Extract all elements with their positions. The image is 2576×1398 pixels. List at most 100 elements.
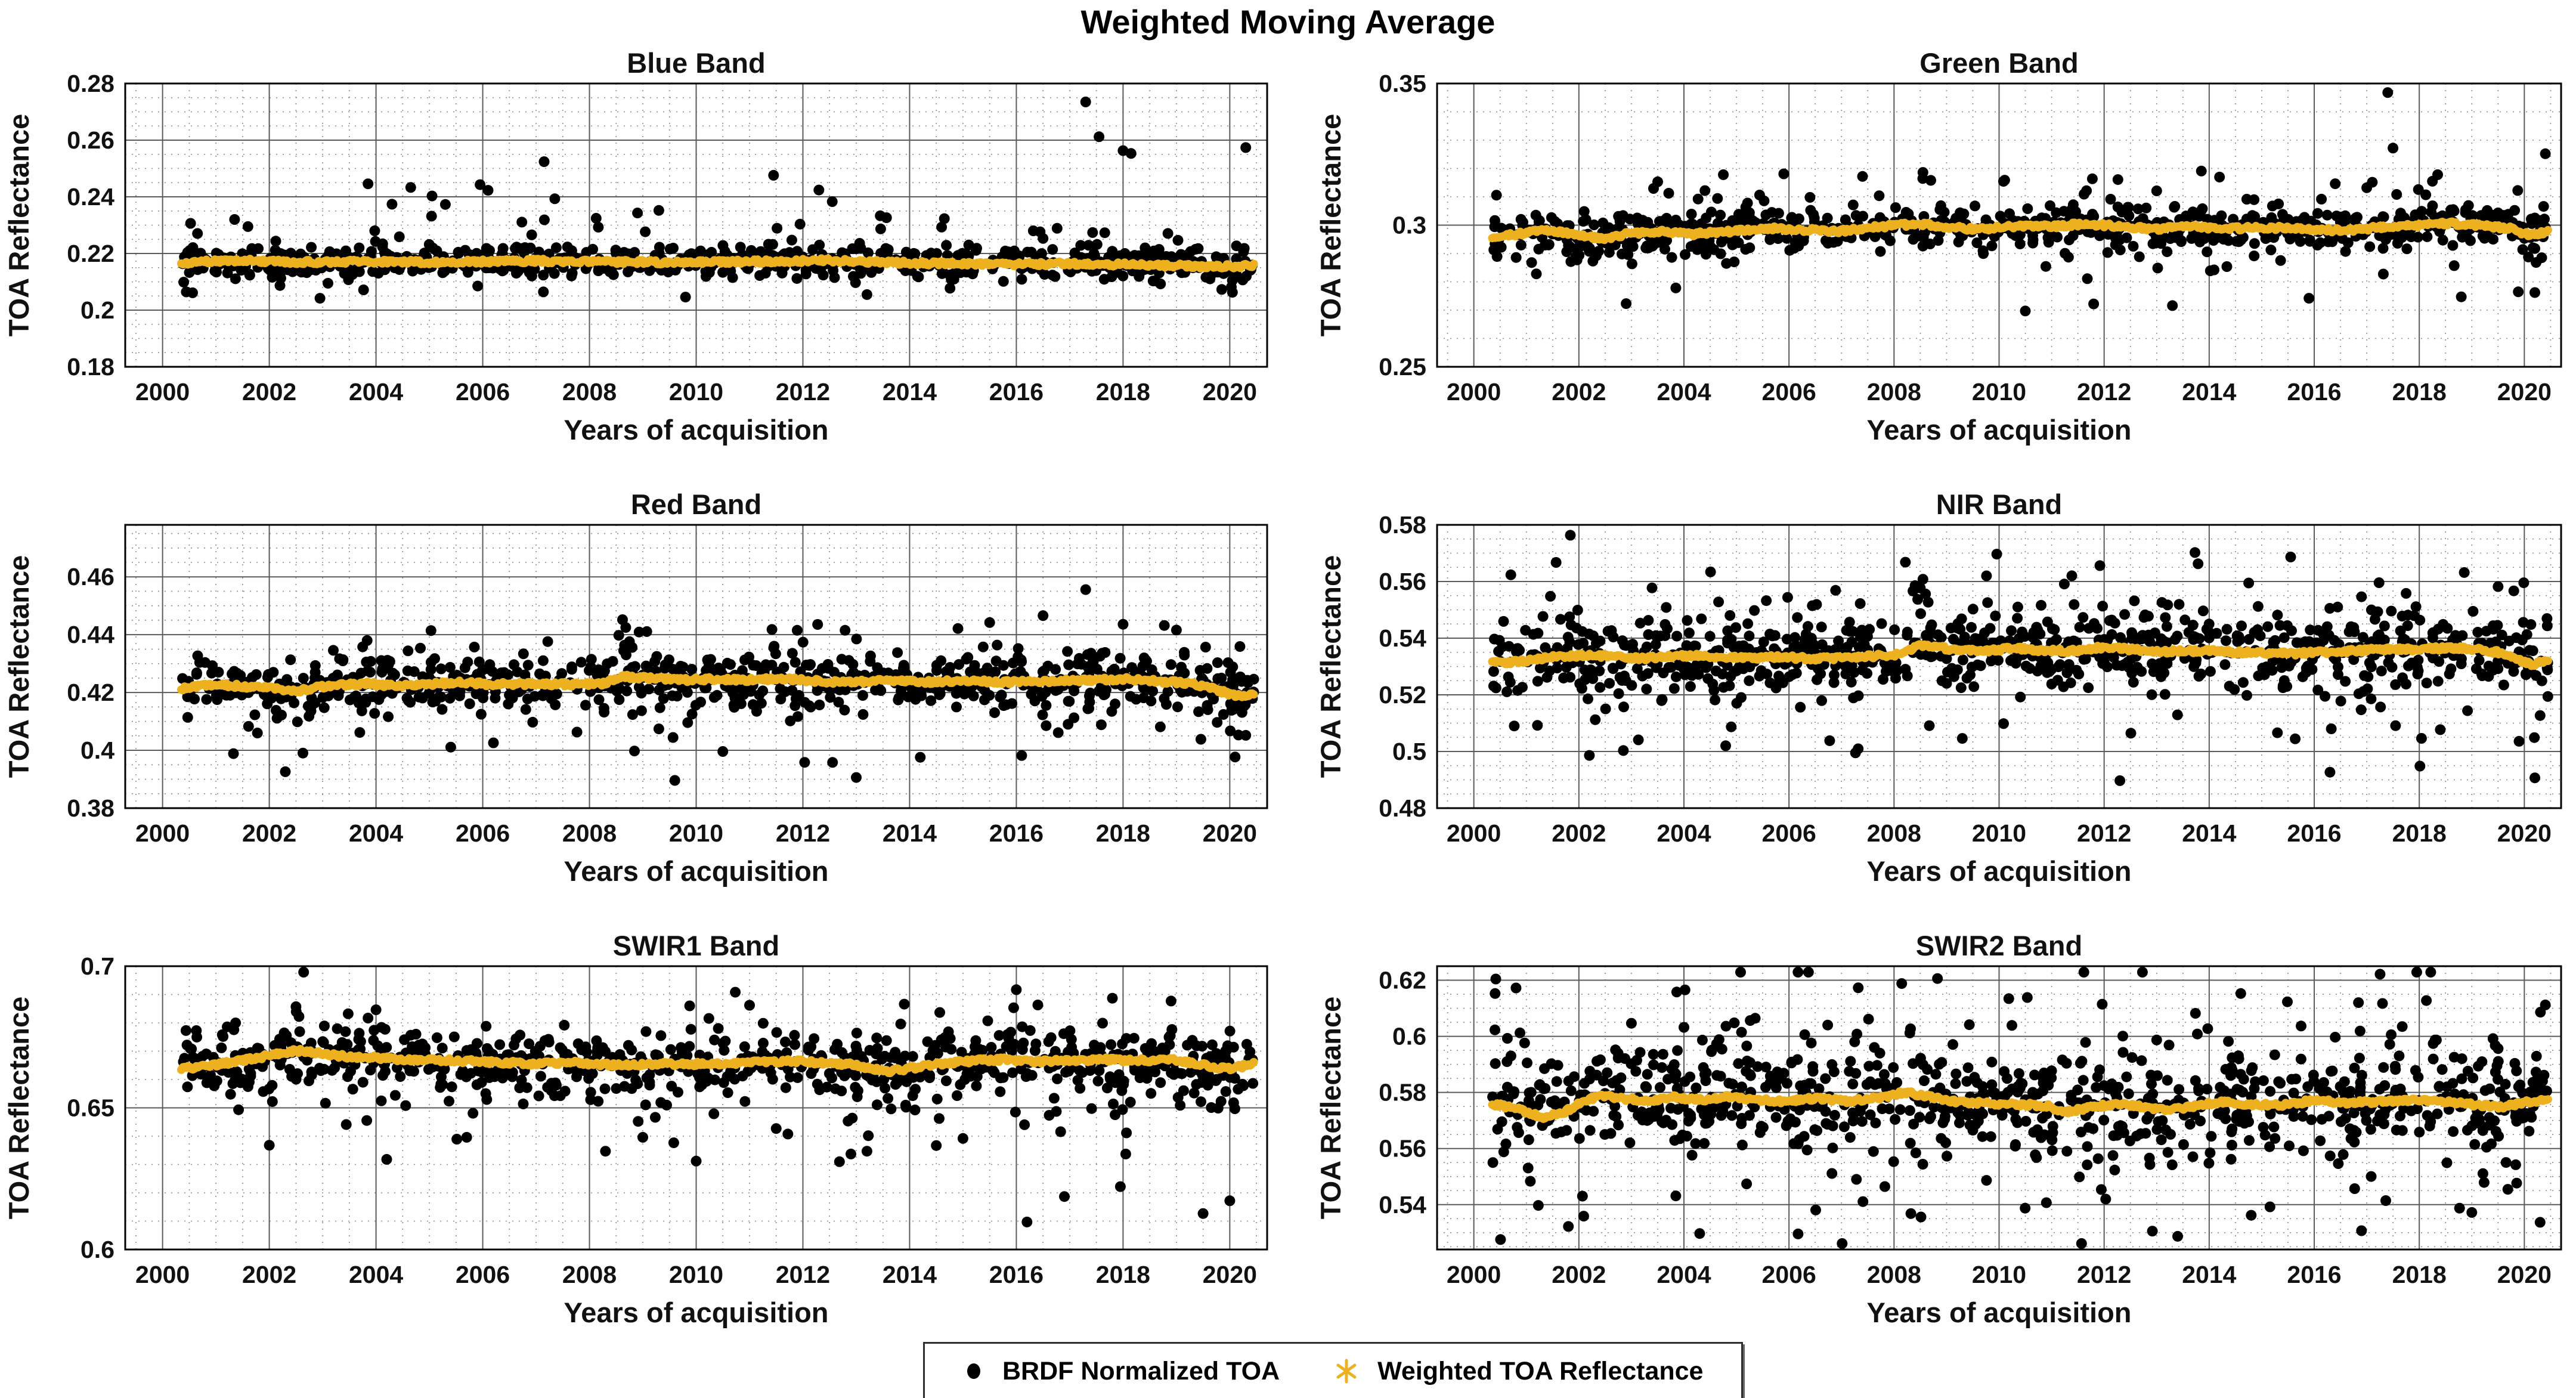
svg-text:Years of acquisition: Years of acquisition <box>564 855 828 887</box>
svg-text:0.24: 0.24 <box>67 183 114 211</box>
svg-text:2012: 2012 <box>2077 378 2131 406</box>
svg-text:2004: 2004 <box>1657 378 1711 406</box>
svg-text:2016: 2016 <box>989 1261 1044 1288</box>
svg-text:0.35: 0.35 <box>1379 70 1426 97</box>
svg-text:2010: 2010 <box>669 1261 723 1288</box>
svg-text:2018: 2018 <box>1096 1261 1150 1288</box>
svg-text:0.58: 0.58 <box>1379 511 1426 539</box>
chart-swir1-band: SWIR1 Band TOA Reflectance 0.6 0.65 0.7 2000 2… <box>3 930 1268 1328</box>
svg-text:0.18: 0.18 <box>67 353 114 381</box>
svg-text:2010: 2010 <box>1972 819 2026 847</box>
svg-text:0.28: 0.28 <box>67 70 114 97</box>
svg-text:2014: 2014 <box>883 819 937 847</box>
svg-text:2012: 2012 <box>776 378 830 406</box>
svg-text:2006: 2006 <box>456 1261 510 1288</box>
svg-text:2006: 2006 <box>1762 378 1816 406</box>
svg-text:TOA Reflectance: TOA Reflectance <box>3 555 35 778</box>
svg-text:2004: 2004 <box>349 819 403 847</box>
svg-text:0.4: 0.4 <box>80 737 114 764</box>
svg-text:0.25: 0.25 <box>1379 353 1426 381</box>
svg-text:2020: 2020 <box>2497 819 2552 847</box>
svg-text:2008: 2008 <box>1867 378 1921 406</box>
svg-text:2020: 2020 <box>2497 378 2552 406</box>
svg-text:0.7: 0.7 <box>80 952 114 980</box>
legend-item-weighted: Weighted TOA Reflectance <box>1333 1357 1703 1386</box>
svg-text:Blue Band: Blue Band <box>627 48 765 79</box>
svg-text:2012: 2012 <box>776 819 830 847</box>
svg-text:Green Band: Green Band <box>1919 48 2078 79</box>
svg-text:2000: 2000 <box>135 819 190 847</box>
chart-nir-band: NIR Band TOA Reflectance 0.48 0.5 0.52 0.54 0.… <box>1315 489 2562 887</box>
svg-text:TOA Reflectance: TOA Reflectance <box>3 114 35 337</box>
svg-text:2020: 2020 <box>1203 378 1257 406</box>
svg-text:2010: 2010 <box>1972 378 2026 406</box>
svg-text:2002: 2002 <box>1552 378 1606 406</box>
svg-text:2002: 2002 <box>242 819 296 847</box>
svg-text:2006: 2006 <box>456 819 510 847</box>
svg-text:2008: 2008 <box>562 378 617 406</box>
svg-text:2000: 2000 <box>135 1261 190 1288</box>
svg-text:2016: 2016 <box>989 819 1044 847</box>
svg-text:0.54: 0.54 <box>1379 624 1426 652</box>
svg-text:Years of acquisition: Years of acquisition <box>564 1297 828 1328</box>
svg-text:0.2: 0.2 <box>80 296 114 324</box>
svg-text:2002: 2002 <box>242 378 296 406</box>
svg-text:2016: 2016 <box>2287 378 2341 406</box>
svg-text:0.48: 0.48 <box>1379 794 1426 822</box>
svg-text:0.56: 0.56 <box>1379 568 1426 595</box>
svg-text:2002: 2002 <box>242 1261 296 1288</box>
svg-text:2006: 2006 <box>456 378 510 406</box>
svg-text:0.5: 0.5 <box>1392 738 1426 765</box>
asterisk-marker-icon <box>1336 1359 1357 1384</box>
legend-item-brdf: BRDF Normalized TOA <box>963 1357 1280 1386</box>
figure-title: Weighted Moving Average <box>1080 3 1496 41</box>
svg-text:2002: 2002 <box>1552 819 1606 847</box>
svg-text:0.38: 0.38 <box>67 794 114 822</box>
svg-text:2010: 2010 <box>669 819 723 847</box>
svg-text:0.3: 0.3 <box>1392 212 1426 239</box>
svg-text:2018: 2018 <box>1096 819 1150 847</box>
svg-text:Red Band: Red Band <box>631 489 761 520</box>
svg-text:0.44: 0.44 <box>67 621 114 648</box>
chart-green-band: Green Band TOA Reflectance 0.25 0.3 0.35 2000… <box>1315 48 2562 446</box>
svg-text:2014: 2014 <box>2182 819 2236 847</box>
svg-text:2020: 2020 <box>1203 819 1257 847</box>
chart-red-band: Red Band TOA Reflectance 0.38 0.4 0.42 0.44 0.… <box>3 489 1268 887</box>
svg-text:2012: 2012 <box>776 1261 830 1288</box>
legend-label-brdf: BRDF Normalized TOA <box>1002 1356 1280 1385</box>
svg-text:2016: 2016 <box>2287 819 2341 847</box>
svg-text:2014: 2014 <box>883 1261 937 1288</box>
svg-text:2004: 2004 <box>349 378 403 406</box>
svg-text:NIR Band: NIR Band <box>1936 489 2063 520</box>
svg-text:2008: 2008 <box>562 819 617 847</box>
svg-text:0.42: 0.42 <box>67 679 114 706</box>
svg-text:2008: 2008 <box>1867 819 1921 847</box>
svg-text:2000: 2000 <box>1447 378 1501 406</box>
svg-text:2018: 2018 <box>2392 819 2447 847</box>
svg-text:2000: 2000 <box>135 378 190 406</box>
svg-text:0.26: 0.26 <box>67 126 114 154</box>
svg-text:Years of acquisition: Years of acquisition <box>1866 414 2131 446</box>
legend-label-weighted: Weighted TOA Reflectance <box>1377 1356 1704 1385</box>
legend: BRDF Normalized TOA Weighted TOA Reflect… <box>923 1342 1744 1398</box>
svg-text:2004: 2004 <box>1657 819 1711 847</box>
svg-text:2004: 2004 <box>349 1261 403 1288</box>
svg-text:2014: 2014 <box>883 378 937 406</box>
svg-text:TOA Reflectance: TOA Reflectance <box>1315 555 1346 778</box>
svg-text:2010: 2010 <box>669 378 723 406</box>
svg-text:2000: 2000 <box>1447 819 1501 847</box>
svg-text:Years of acquisition: Years of acquisition <box>564 414 828 446</box>
svg-text:SWIR1 Band: SWIR1 Band <box>613 930 779 961</box>
svg-text:2008: 2008 <box>562 1261 617 1288</box>
svg-text:2018: 2018 <box>1096 378 1150 406</box>
svg-text:2020: 2020 <box>1203 1261 1257 1288</box>
circle-marker-icon <box>967 1363 980 1379</box>
svg-text:2012: 2012 <box>2077 819 2131 847</box>
svg-text:2016: 2016 <box>989 378 1044 406</box>
svg-text:2018: 2018 <box>2392 378 2447 406</box>
svg-text:0.65: 0.65 <box>67 1094 114 1122</box>
svg-text:TOA Reflectance: TOA Reflectance <box>1315 114 1346 337</box>
chart-blue-band: Blue Band TOA Reflectance 0.18 0.2 0.22 0.24 0… <box>3 48 1268 446</box>
